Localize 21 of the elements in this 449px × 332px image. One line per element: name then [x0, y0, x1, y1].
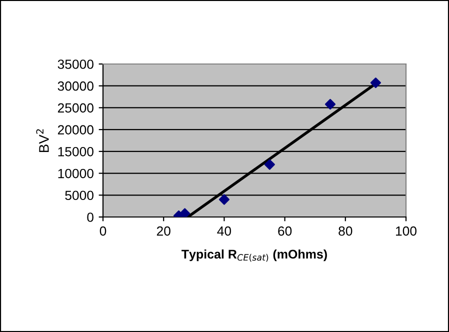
x-tick-label: 0 [100, 226, 106, 236]
point [218, 194, 230, 205]
point [264, 159, 275, 170]
y-tick-label: 20000 [58, 125, 94, 134]
x-tick-label: 80 [338, 226, 352, 236]
x-tick-label: 60 [278, 226, 292, 236]
x-tick-label: 40 [217, 226, 232, 236]
y-tick-label: 0 [87, 212, 94, 222]
point [370, 77, 381, 88]
y-tick-label: 10000 [58, 168, 94, 178]
y-tick-label: 25000 [58, 103, 94, 113]
y-tick-label: 35000 [58, 60, 94, 69]
y-tick-label: 30000 [58, 81, 94, 91]
x-tick-label: 20 [156, 226, 170, 236]
y-tick-label: 5000 [65, 190, 94, 200]
y-tick-label: 15000 [58, 146, 94, 156]
point [324, 98, 336, 110]
x-tick-label: 100 [396, 226, 416, 236]
x-axis-title: Typical R$_{CE(sat)}$ (mOhms) [182, 249, 327, 262]
y-axis-title: BV$^{2}$ [36, 129, 49, 152]
point [180, 208, 190, 217]
